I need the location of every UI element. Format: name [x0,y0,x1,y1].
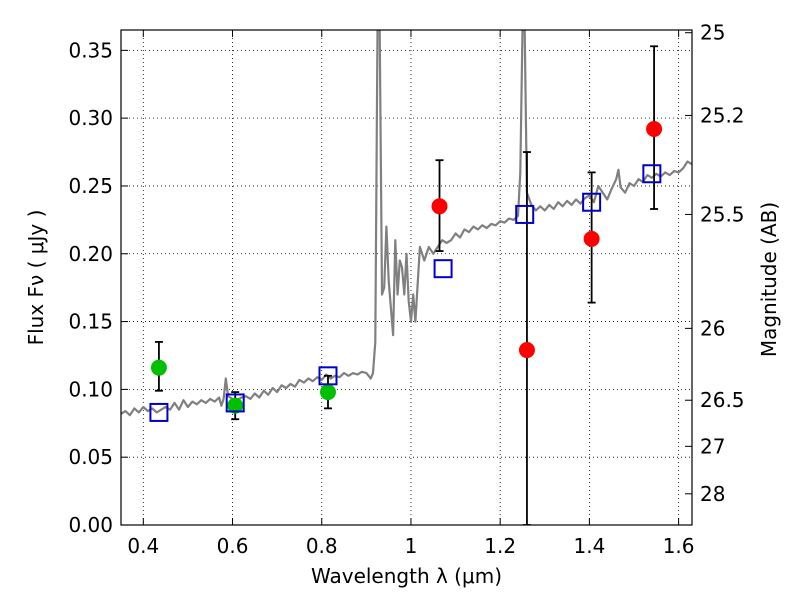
data-point [583,230,600,247]
y-tick-label: 0.05 [68,445,113,469]
x-tick-label: 1 [405,534,418,558]
right-tick-label: 26 [700,316,725,340]
x-tick-label: 1.4 [573,534,605,558]
right-tick-label: 26.5 [700,388,745,412]
spectrum-line [121,30,692,417]
plot-area [121,30,692,525]
model-flux-square [582,192,602,212]
right-tick-label: 27 [700,434,725,458]
axes-frame [120,29,693,526]
x-axis-label: Wavelength λ (μm) [311,564,502,588]
y-tick-label: 0.10 [68,377,113,401]
right-axis-label: Magnitude (AB) [757,202,781,357]
right-tick-label: 25 [700,21,725,45]
grid-lines [121,30,692,525]
right-tick-label: 28 [700,482,725,506]
model-flux-square [318,366,338,386]
y-tick-label: 0.15 [68,310,113,334]
data-point [518,342,535,359]
right-tick-label: 25.5 [700,202,745,226]
data-point [431,198,448,215]
y-axis-label: Flux Fν ( μJy ) [24,210,48,346]
model-flux-square [149,402,169,422]
y-tick-label: 0.30 [68,106,113,130]
x-tick-label: 0.6 [217,534,249,558]
model-flux-square [225,393,245,413]
axis-ticks: 0.4 0.6 0.8 1 1.2 1.4 1.6 0.00 0.05 0.10 0.15 0.20 0… [68,21,744,558]
y-tick-label: 0.20 [68,242,113,266]
data-point [150,359,167,376]
model-flux-square [642,164,662,184]
y-tick-label: 0.25 [68,174,113,198]
x-tick-label: 1.2 [484,534,516,558]
x-tick-label: 0.4 [127,534,159,558]
right-tick-label: 25.2 [700,103,745,127]
y-tick-label: 0.35 [68,38,113,62]
x-tick-label: 1.6 [663,534,695,558]
y-tick-label: 0.00 [68,513,113,537]
model-flux-square [433,259,453,279]
x-tick-label: 0.8 [306,534,338,558]
model-flux-square [515,204,535,224]
data-point [646,121,663,137]
data-point [319,384,336,401]
